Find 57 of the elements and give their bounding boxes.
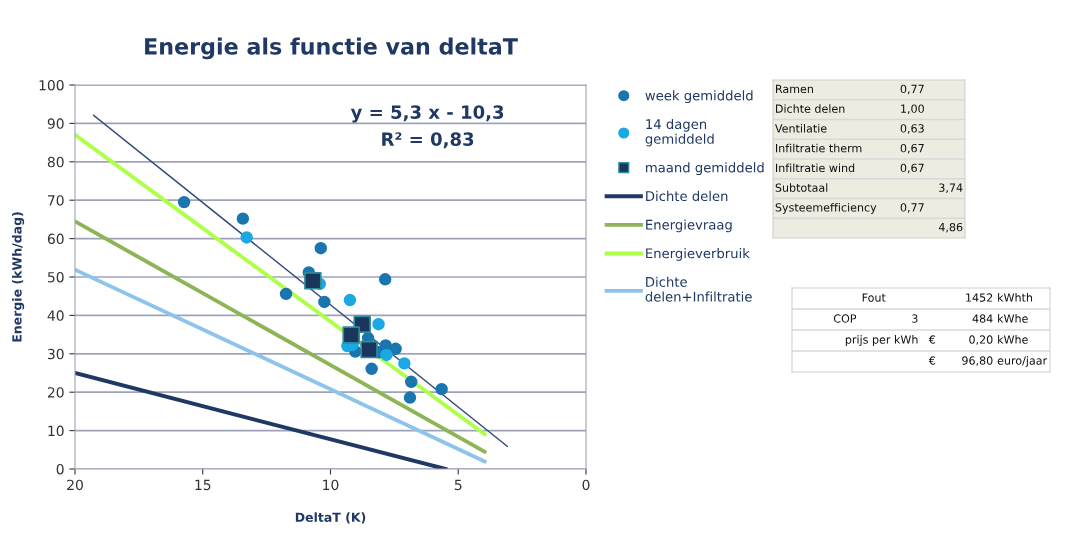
text: 1,00 — [901, 104, 924, 114]
text: Ramen — [776, 84, 813, 94]
text: € — [928, 335, 936, 344]
x-tick-label: 20 — [67, 479, 83, 491]
y-tick-label: 100 — [39, 79, 64, 91]
annotation: R² = 0,83 — [382, 132, 474, 149]
legend-label: 14 dagen gemiddeld — [645, 118, 714, 147]
y-tick-label: 20 — [47, 387, 64, 398]
text: kWhth — [998, 293, 1033, 302]
text: 96,80 — [962, 356, 993, 366]
chart-title: Energie als functie van deltaT — [145, 37, 518, 60]
y-tick-label: 90 — [47, 118, 64, 129]
text: Systeemefficiency — [775, 203, 877, 214]
legend-label: Energieverbruik — [646, 248, 750, 261]
text: 0,63 — [900, 124, 924, 134]
text: kWhe — [998, 335, 1028, 344]
text: Infiltratie therm — [776, 143, 862, 153]
text: prijs per kWh — [845, 335, 918, 346]
text: Dichte delen — [776, 104, 845, 113]
legend-label: Dichte delen+Infiltratie — [645, 276, 752, 302]
text: 4,86 — [938, 222, 963, 233]
legend-label: week gemiddeld — [645, 90, 753, 104]
annotation: y = 5,3 x - 10,3 — [350, 105, 504, 123]
text: Infiltratie wind — [776, 163, 855, 173]
y-tick-label: 70 — [48, 195, 64, 206]
text: 3,74 — [939, 183, 963, 193]
legend-label: maand gemiddeld — [646, 162, 764, 176]
text: € — [928, 356, 936, 365]
y-tick-label: 40 — [47, 310, 64, 321]
text: 0,20 — [969, 335, 993, 345]
text: 0,67 — [900, 143, 924, 154]
y-tick-label: 30 — [47, 348, 64, 360]
y-axis-title: Energie (kWh/dag) — [11, 212, 25, 342]
x-tick-label: 0 — [582, 479, 590, 491]
y-tick-label: 60 — [47, 233, 64, 245]
text: kWhe — [998, 314, 1028, 323]
x-tick-label: 15 — [195, 479, 211, 491]
y-tick-label: 10 — [48, 425, 64, 437]
text: 0,77 — [900, 203, 924, 213]
text: 3 — [912, 314, 918, 323]
legend-label: Dichte delen — [646, 190, 728, 202]
text: 484 — [972, 314, 993, 323]
text: COP — [833, 314, 857, 323]
x-axis-title: DeltaT (K) — [295, 512, 366, 524]
x-tick-label: 10 — [323, 479, 339, 491]
text: Fout — [862, 293, 886, 302]
x-tick-label: 5 — [454, 479, 462, 491]
text: euro/jaar — [997, 356, 1048, 367]
text: 0,77 — [900, 84, 924, 95]
y-tick-label: 0 — [56, 463, 64, 475]
text: 0,67 — [900, 163, 924, 174]
text: Subtotaal — [775, 183, 828, 192]
y-tick-label: 80 — [47, 156, 64, 168]
y-tick-label: 50 — [47, 271, 64, 283]
text: Ventilatie — [775, 124, 827, 133]
legend-label: Energievraag — [646, 219, 732, 233]
text: 1452 — [966, 293, 993, 302]
